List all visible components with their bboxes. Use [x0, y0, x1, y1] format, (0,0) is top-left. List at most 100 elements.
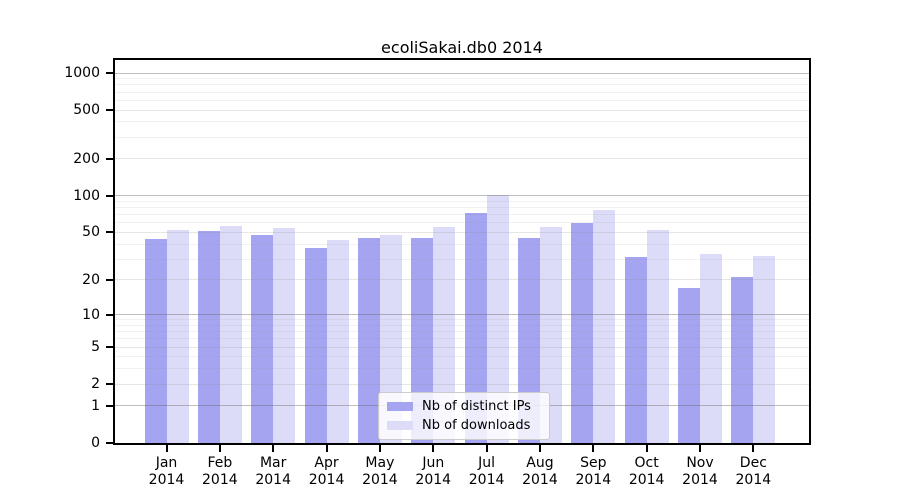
x-tick-mark-sep-2014: [592, 445, 595, 452]
legend-swatch-distinct-ips: [387, 402, 413, 411]
bar-jul-2014-nb-of-distinct-ips: [464, 213, 487, 443]
legend-label-downloads: Nb of downloads: [422, 418, 531, 433]
x-tick-mark-apr-2014: [325, 445, 328, 452]
x-tick-label-jun-2014: Jun 2014: [415, 455, 452, 488]
legend: Nb of distinct IPs Nb of downloads: [378, 392, 550, 440]
y-tick-mark-200: [106, 157, 113, 160]
bar-may-2014-nb-of-downloads: [379, 234, 402, 443]
gridline-400: [115, 121, 809, 123]
gridline-10: [115, 314, 809, 316]
gridline-6: [115, 338, 809, 340]
gridline-2: [115, 383, 809, 385]
y-tick-label-500: 500: [73, 102, 100, 119]
gridline-9: [115, 319, 809, 321]
x-tick-label-aug-2014: Aug 2014: [522, 455, 558, 488]
gridline-600: [115, 99, 809, 101]
gridline-5: [115, 346, 809, 348]
gridline-900: [115, 78, 809, 80]
y-tick-label-0: 0: [91, 435, 100, 451]
legend-swatch-downloads: [387, 421, 413, 430]
gridline-50: [115, 231, 809, 233]
bar-apr-2014-nb-of-distinct-ips: [304, 248, 327, 443]
y-tick-label-5: 5: [91, 339, 100, 356]
y-tick-mark-100: [106, 194, 113, 197]
bar-apr-2014-nb-of-downloads: [326, 240, 349, 443]
bar-dec-2014-nb-of-downloads: [753, 255, 776, 443]
bar-dec-2014-nb-of-distinct-ips: [731, 277, 754, 443]
x-tick-label-jan-2014: Jan 2014: [148, 455, 185, 488]
bar-sep-2014-nb-of-downloads: [593, 209, 616, 443]
x-tick-mark-oct-2014: [645, 445, 648, 452]
gridline-20: [115, 279, 809, 281]
y-tick-label-100: 100: [73, 187, 100, 204]
gridline-60: [115, 222, 809, 224]
y-tick-mark-1000: [106, 72, 113, 74]
bar-jul-2014-nb-of-downloads: [486, 194, 509, 443]
gridline-80: [115, 207, 809, 209]
x-tick-mark-nov-2014: [699, 445, 701, 452]
x-tick-mark-may-2014: [378, 445, 381, 452]
bar-mar-2014-nb-of-distinct-ips: [251, 234, 274, 443]
gridline-500: [115, 109, 809, 111]
x-tick-mark-dec-2014: [752, 445, 755, 452]
x-tick-label-feb-2014: Feb 2014: [202, 455, 238, 488]
bar-jan-2014-nb-of-distinct-ips: [144, 239, 167, 443]
gridline-800: [115, 84, 809, 86]
legend-item-downloads: Nb of downloads: [387, 418, 541, 433]
y-tick-label-2: 2: [91, 376, 100, 393]
y-tick-mark-5: [106, 346, 113, 349]
bar-may-2014-nb-of-distinct-ips: [357, 237, 380, 443]
bar-nov-2014-nb-of-distinct-ips: [678, 288, 700, 443]
x-tick-mark-jul-2014: [485, 445, 488, 452]
bar-feb-2014-nb-of-distinct-ips: [197, 231, 220, 443]
gridline-40: [115, 243, 809, 245]
y-tick-mark-20: [106, 278, 113, 281]
x-tick-mark-feb-2014: [218, 445, 221, 452]
x-tick-mark-aug-2014: [538, 445, 541, 452]
bar-nov-2014-nb-of-downloads: [700, 254, 722, 443]
chart-title: ecoliSakai.db0 2014: [381, 38, 543, 57]
legend-item-distinct-ips: Nb of distinct IPs: [387, 399, 541, 414]
gridline-3: [115, 368, 809, 370]
gridline-8: [115, 324, 809, 326]
bar-jun-2014-nb-of-downloads: [433, 227, 456, 443]
y-tick-label-50: 50: [82, 224, 100, 241]
bar-aug-2014-nb-of-distinct-ips: [517, 237, 540, 443]
bar-jan-2014-nb-of-downloads: [166, 230, 189, 443]
legend-label-distinct-ips: Nb of distinct IPs: [422, 399, 531, 414]
bar-sep-2014-nb-of-distinct-ips: [571, 222, 594, 443]
x-tick-label-oct-2014: Oct 2014: [628, 455, 665, 488]
y-tick-mark-500: [106, 109, 113, 112]
x-tick-label-nov-2014: Nov 2014: [682, 455, 718, 488]
x-tick-label-jul-2014: Jul 2014: [468, 455, 505, 488]
x-tick-label-may-2014: May 2014: [362, 455, 398, 488]
bar-oct-2014-nb-of-distinct-ips: [624, 257, 647, 443]
gridline-100: [115, 195, 809, 197]
y-tick-mark-10: [106, 313, 113, 316]
bar-jun-2014-nb-of-distinct-ips: [411, 237, 434, 443]
gridline-300: [115, 136, 809, 138]
x-tick-mark-jan-2014: [165, 445, 168, 452]
gridline-1000: [115, 72, 809, 74]
y-tick-label-1: 1: [91, 397, 100, 414]
x-tick-mark-mar-2014: [272, 445, 275, 452]
x-tick-label-apr-2014: Apr 2014: [308, 455, 345, 488]
bar-oct-2014-nb-of-downloads: [646, 230, 669, 443]
gridline-70: [115, 214, 809, 216]
y-tick-mark-2: [106, 383, 113, 386]
gridline-700: [115, 91, 809, 93]
bar-mar-2014-nb-of-downloads: [273, 228, 296, 443]
gridline-4: [115, 356, 809, 358]
x-tick-label-sep-2014: Sep 2014: [575, 455, 612, 488]
x-tick-mark-jun-2014: [432, 445, 435, 452]
x-tick-label-mar-2014: Mar 2014: [255, 455, 291, 488]
y-tick-label-20: 20: [82, 271, 100, 288]
y-tick-mark-50: [106, 231, 113, 234]
gridline-200: [115, 158, 809, 160]
bar-feb-2014-nb-of-downloads: [219, 226, 242, 443]
y-tick-label-1000: 1000: [64, 65, 100, 81]
y-tick-label-200: 200: [73, 150, 100, 167]
y-tick-mark-1: [106, 404, 113, 407]
bar-aug-2014-nb-of-downloads: [539, 227, 562, 443]
